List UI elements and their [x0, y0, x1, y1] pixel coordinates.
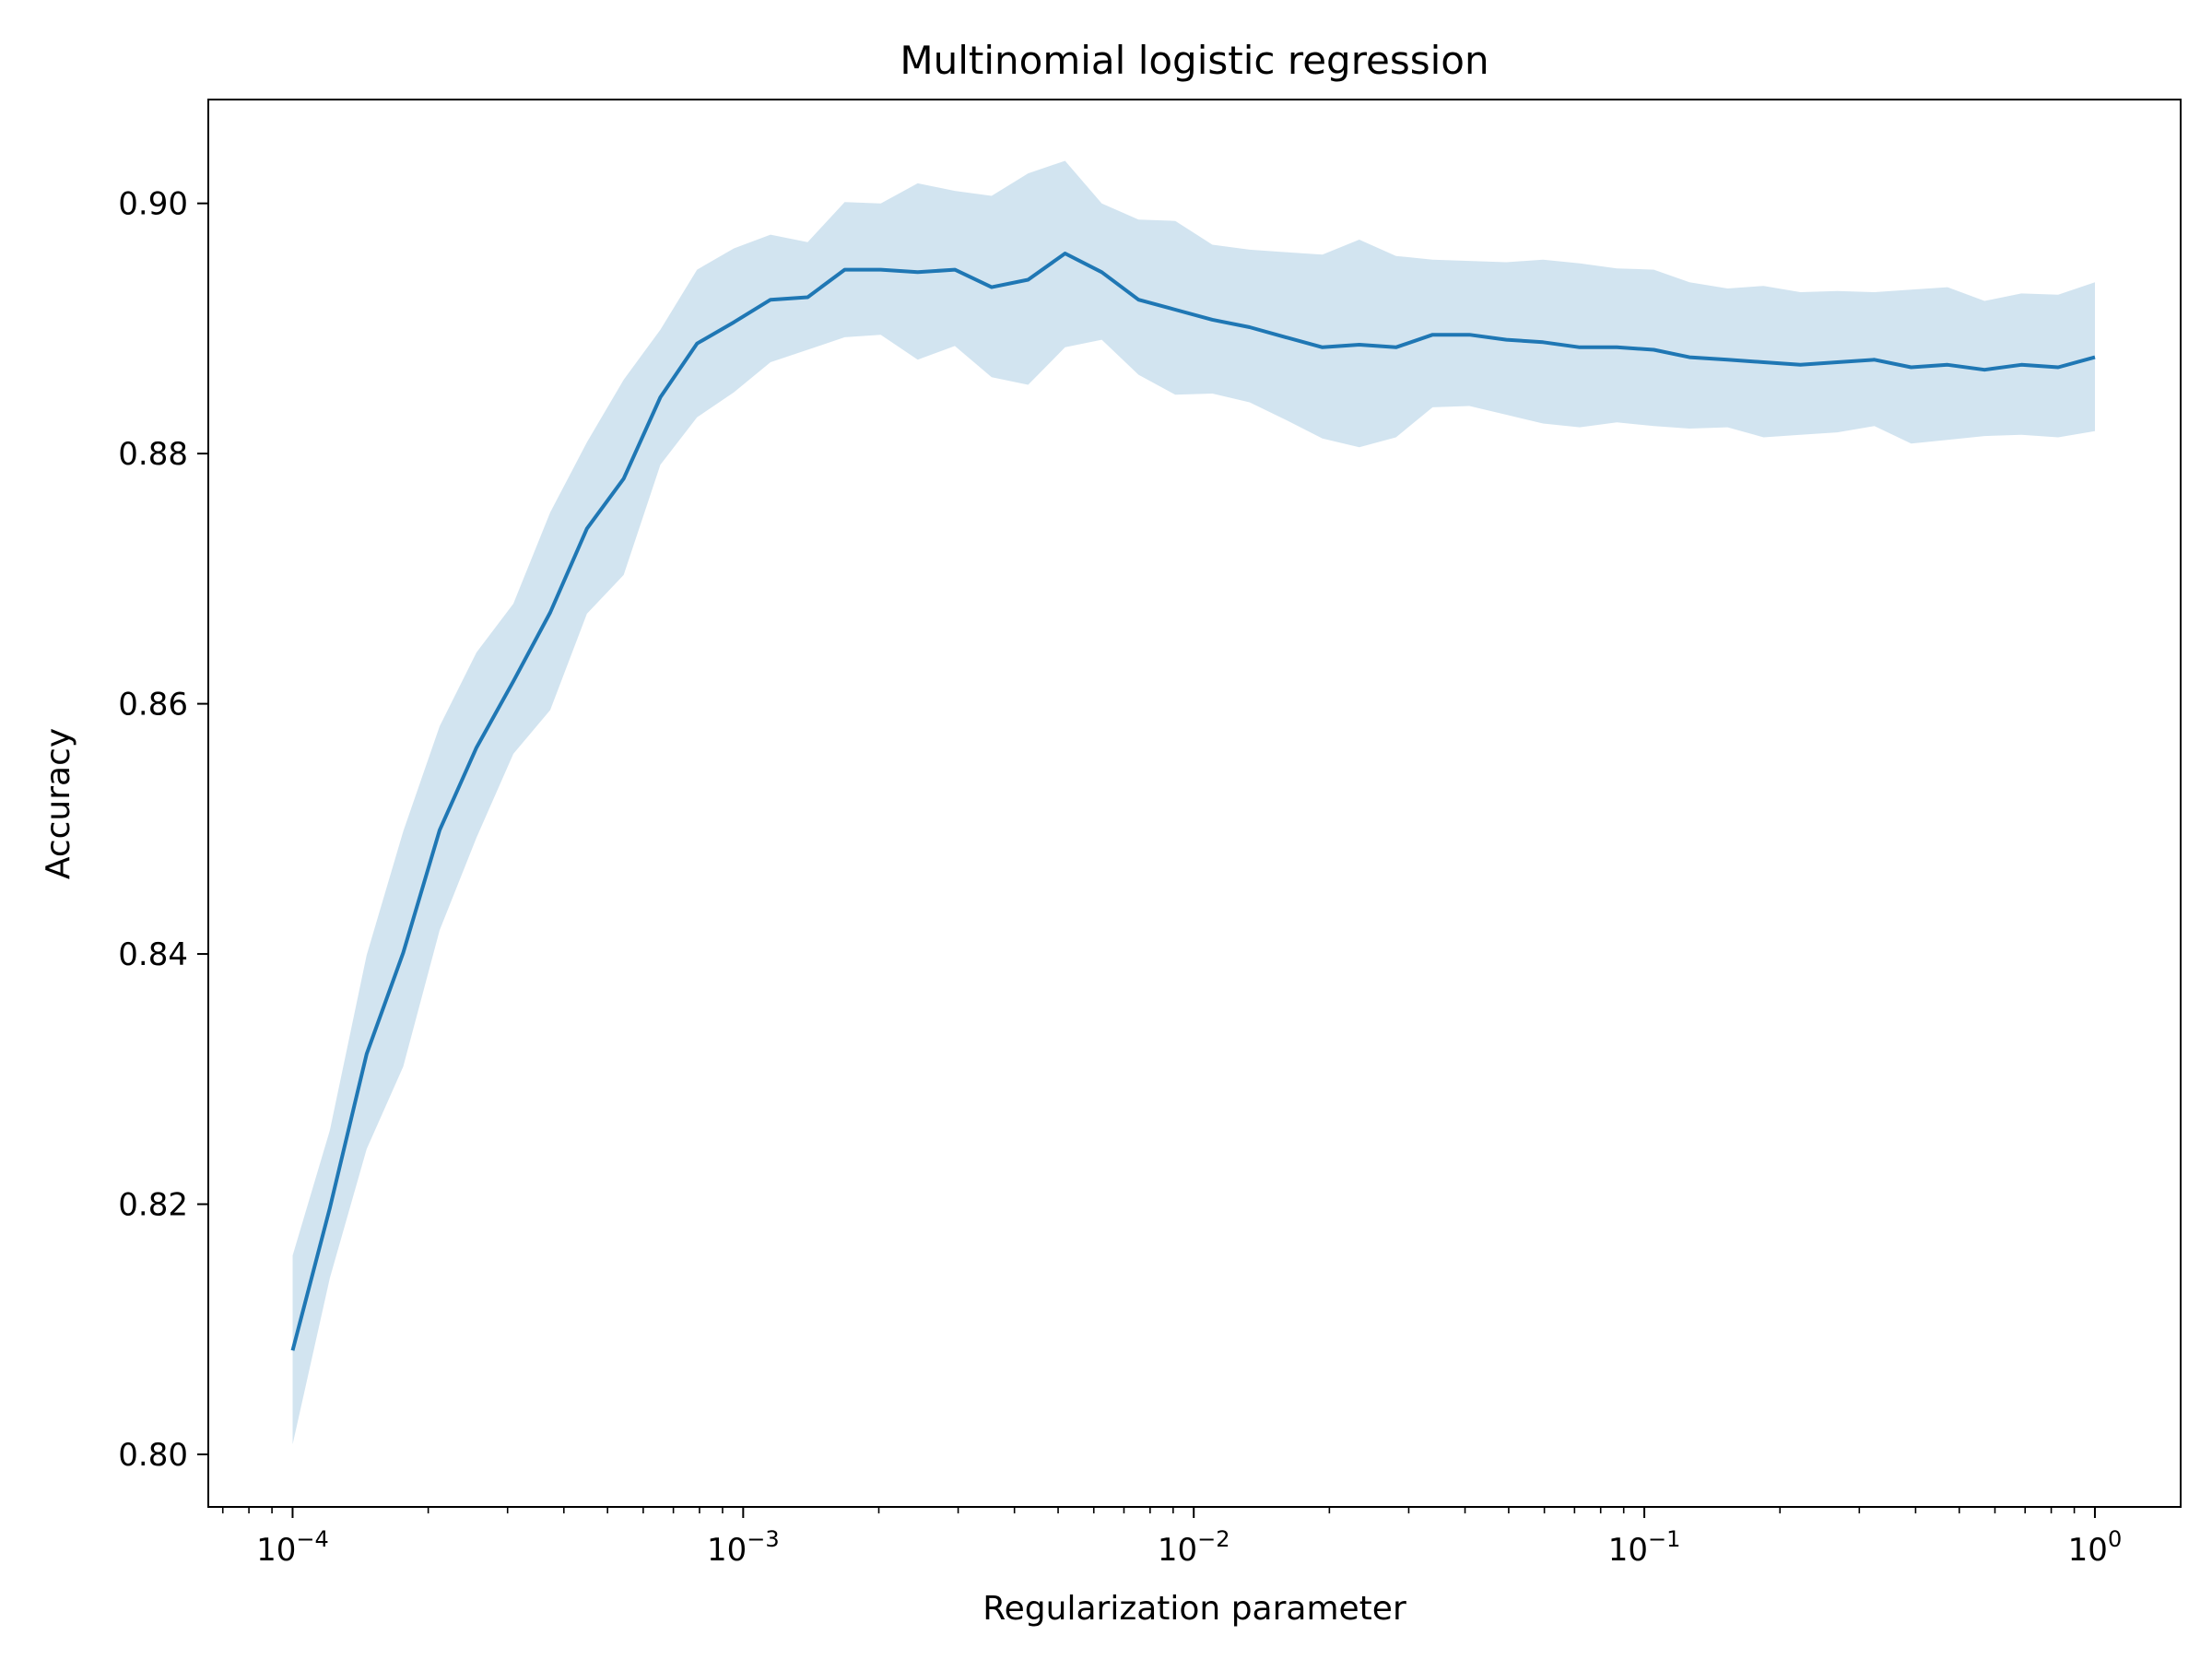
plot-area: [207, 99, 2182, 1508]
x-tick-label-exponent: −4: [296, 1526, 328, 1552]
x-tick-label: 100: [2068, 1526, 2123, 1569]
y-tick-label: 0.84: [118, 936, 188, 973]
x-tick-label-base: 10: [1608, 1532, 1648, 1569]
x-tick-label-base: 10: [707, 1532, 747, 1569]
y-tick-label: 0.82: [118, 1187, 188, 1224]
y-axis-ticks: 0.80 0.82 0.84 0.86 0.88 0.90: [118, 186, 208, 1474]
x-tick-label-base: 10: [2068, 1532, 2108, 1569]
x-tick-label-exponent: −3: [747, 1526, 779, 1552]
y-tick-label: 0.90: [118, 186, 188, 223]
y-tick-label: 0.86: [118, 687, 188, 724]
x-axis-minor-ticks: [221, 1507, 2076, 1513]
x-tick-label: 10−3: [707, 1526, 780, 1569]
x-tick-label-exponent: −2: [1197, 1526, 1230, 1552]
axes-background: [208, 100, 2181, 1507]
y-tick-label: 0.88: [118, 436, 188, 473]
chart-title: Multinomial logistic regression: [900, 38, 1488, 83]
x-tick-label-exponent: 0: [2108, 1526, 2122, 1552]
x-axis-ticks: 10−4 10−3 10−2 10−1 100: [256, 1507, 2122, 1569]
x-tick-label: 10−1: [1608, 1526, 1681, 1569]
x-tick-label-exponent: −1: [1648, 1526, 1680, 1552]
x-axis-label: Regularization parameter: [982, 1590, 1406, 1628]
x-tick-label-base: 10: [1158, 1532, 1197, 1569]
x-tick-label: 10−2: [1158, 1526, 1230, 1569]
x-tick-label: 10−4: [256, 1526, 329, 1569]
mean-accuracy-line: [290, 252, 2096, 1351]
x-tick-label-base: 10: [256, 1532, 296, 1569]
y-axis-label: Accuracy: [40, 728, 77, 879]
y-tick-label: 0.80: [118, 1437, 188, 1474]
